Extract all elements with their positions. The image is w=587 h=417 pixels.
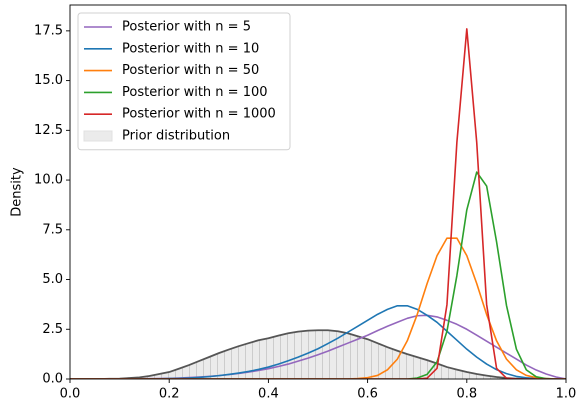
legend-patch	[83, 130, 113, 142]
y-tick-label: 2.5	[42, 322, 63, 337]
y-tick-label: 5.0	[42, 272, 63, 287]
posterior-line	[70, 171, 566, 379]
legend-label: Posterior with n = 50	[122, 63, 259, 78]
legend-label: Prior distribution	[122, 129, 230, 144]
x-tick-label: 1.0	[556, 387, 577, 402]
x-tick-label: 0.6	[357, 387, 378, 402]
axes-frame	[69, 4, 567, 380]
legend-label: Posterior with n = 1000	[122, 107, 276, 122]
y-axis-label: Density	[10, 167, 25, 217]
posterior-line	[70, 237, 566, 379]
x-tick-label: 0.4	[258, 387, 279, 402]
y-tick-label: 15.0	[34, 73, 63, 88]
y-tick-label: 7.5	[42, 222, 63, 237]
legend: Posterior with n = 5 Posterior with n = 1…	[77, 12, 291, 151]
y-tick-label: 17.5	[34, 23, 63, 38]
x-tick-label: 0.8	[456, 387, 477, 402]
legend-label: Posterior with n = 10	[122, 41, 259, 56]
x-tick-label: 0.0	[60, 387, 81, 402]
legend-label: Posterior with n = 100	[122, 85, 268, 100]
x-tick-label: 0.2	[159, 387, 180, 402]
y-tick-label: 0.0	[42, 372, 63, 387]
legend-box	[77, 12, 291, 151]
y-tick-label: 10.0	[34, 173, 63, 188]
posterior-line	[70, 28, 566, 379]
y-tick-label: 12.5	[34, 123, 63, 138]
legend-label: Posterior with n = 5	[122, 20, 251, 35]
prior-line	[70, 329, 566, 379]
